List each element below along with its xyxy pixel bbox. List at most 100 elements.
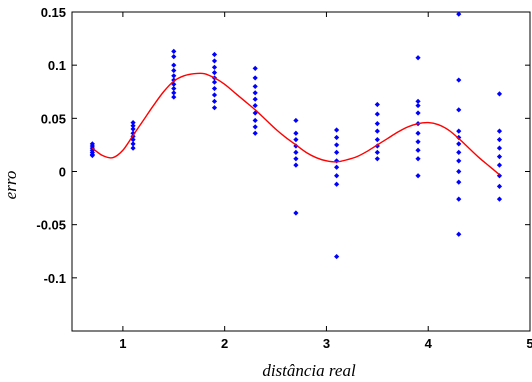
data-point (252, 124, 258, 130)
data-point (334, 134, 340, 141)
y-tick-label: 0.15 (41, 5, 66, 20)
data-point (456, 158, 462, 164)
data-point (252, 75, 258, 81)
data-point (374, 149, 380, 155)
data-point (374, 156, 380, 162)
data-point (211, 58, 218, 64)
data-point (171, 85, 177, 92)
data-point (211, 105, 218, 111)
data-point (415, 147, 421, 153)
data-point (496, 196, 503, 202)
fit-curve-layer (91, 72, 500, 176)
data-point (456, 196, 462, 202)
data-point (415, 98, 421, 104)
data-point (334, 164, 340, 170)
data-point (456, 231, 462, 237)
data-point (171, 62, 177, 68)
data-point (252, 110, 258, 116)
data-point (415, 130, 421, 136)
data-point (334, 181, 340, 187)
data-point (415, 102, 421, 109)
data-point (374, 121, 380, 127)
data-point (374, 128, 380, 134)
data-point (130, 123, 136, 129)
data-point (171, 48, 177, 54)
data-point (334, 158, 340, 164)
x-tick-label: 5 (526, 336, 532, 351)
data-point (456, 179, 462, 185)
data-point (293, 143, 299, 149)
data-point (456, 128, 462, 134)
data-point (496, 145, 503, 151)
data-point (130, 119, 136, 126)
data-point (293, 130, 299, 136)
data-point (293, 210, 299, 216)
data-point (171, 54, 177, 60)
data-point (211, 70, 218, 76)
x-tick-label: 2 (221, 336, 228, 351)
data-point (211, 92, 218, 98)
data-point (415, 55, 421, 61)
data-point (130, 141, 136, 147)
x-axis-ticks: 1 2 3 4 5 (119, 12, 532, 351)
data-point (456, 149, 462, 155)
data-point (252, 65, 258, 71)
data-points (89, 11, 503, 260)
y-axis-ticks: -0.1 -0.05 0 0.05 0.1 0.15 (36, 5, 530, 286)
data-point (293, 156, 299, 162)
data-point (171, 90, 177, 96)
x-tick-label: 4 (425, 336, 433, 351)
data-point (171, 94, 177, 100)
data-point (496, 128, 503, 134)
y-axis-label: erro (1, 171, 20, 200)
data-point (456, 141, 462, 147)
data-point (252, 90, 258, 96)
x-axis-label: distância real (262, 361, 356, 380)
data-point (293, 162, 299, 168)
y-tick-label: -0.1 (44, 271, 66, 286)
data-point (293, 117, 299, 124)
data-point (496, 154, 503, 160)
data-point (130, 145, 136, 151)
data-point (211, 64, 218, 70)
data-point (496, 91, 503, 97)
data-point (211, 79, 218, 85)
data-point (130, 126, 136, 132)
data-point (211, 85, 218, 92)
data-point (89, 152, 95, 159)
data-point (456, 168, 462, 175)
data-point (334, 149, 340, 155)
data-point (171, 73, 177, 79)
data-point (496, 162, 503, 168)
data-point (293, 137, 299, 143)
data-point (374, 101, 380, 108)
data-point (496, 137, 503, 143)
data-point (334, 127, 340, 133)
data-point (252, 83, 258, 90)
x-tick-label: 1 (119, 336, 126, 351)
data-point (211, 98, 218, 104)
data-point (456, 77, 462, 83)
data-point (252, 96, 258, 102)
data-point (252, 102, 258, 109)
data-point (374, 111, 380, 117)
data-point (211, 51, 218, 58)
data-point (456, 11, 462, 17)
data-point (415, 110, 421, 116)
data-point (334, 173, 340, 179)
y-tick-label: -0.05 (36, 218, 66, 233)
fit-curve (91, 72, 500, 176)
x-tick-label: 3 (323, 336, 330, 351)
data-point (334, 142, 340, 148)
data-point (171, 67, 177, 74)
y-tick-label: 0.1 (48, 58, 66, 73)
y-tick-label: 0.05 (41, 111, 66, 126)
data-point (252, 117, 258, 124)
data-point (456, 107, 462, 113)
data-point (293, 149, 299, 155)
data-point (496, 183, 503, 189)
data-point (252, 130, 258, 136)
y-tick-label: 0 (59, 165, 66, 180)
data-point (374, 137, 380, 143)
